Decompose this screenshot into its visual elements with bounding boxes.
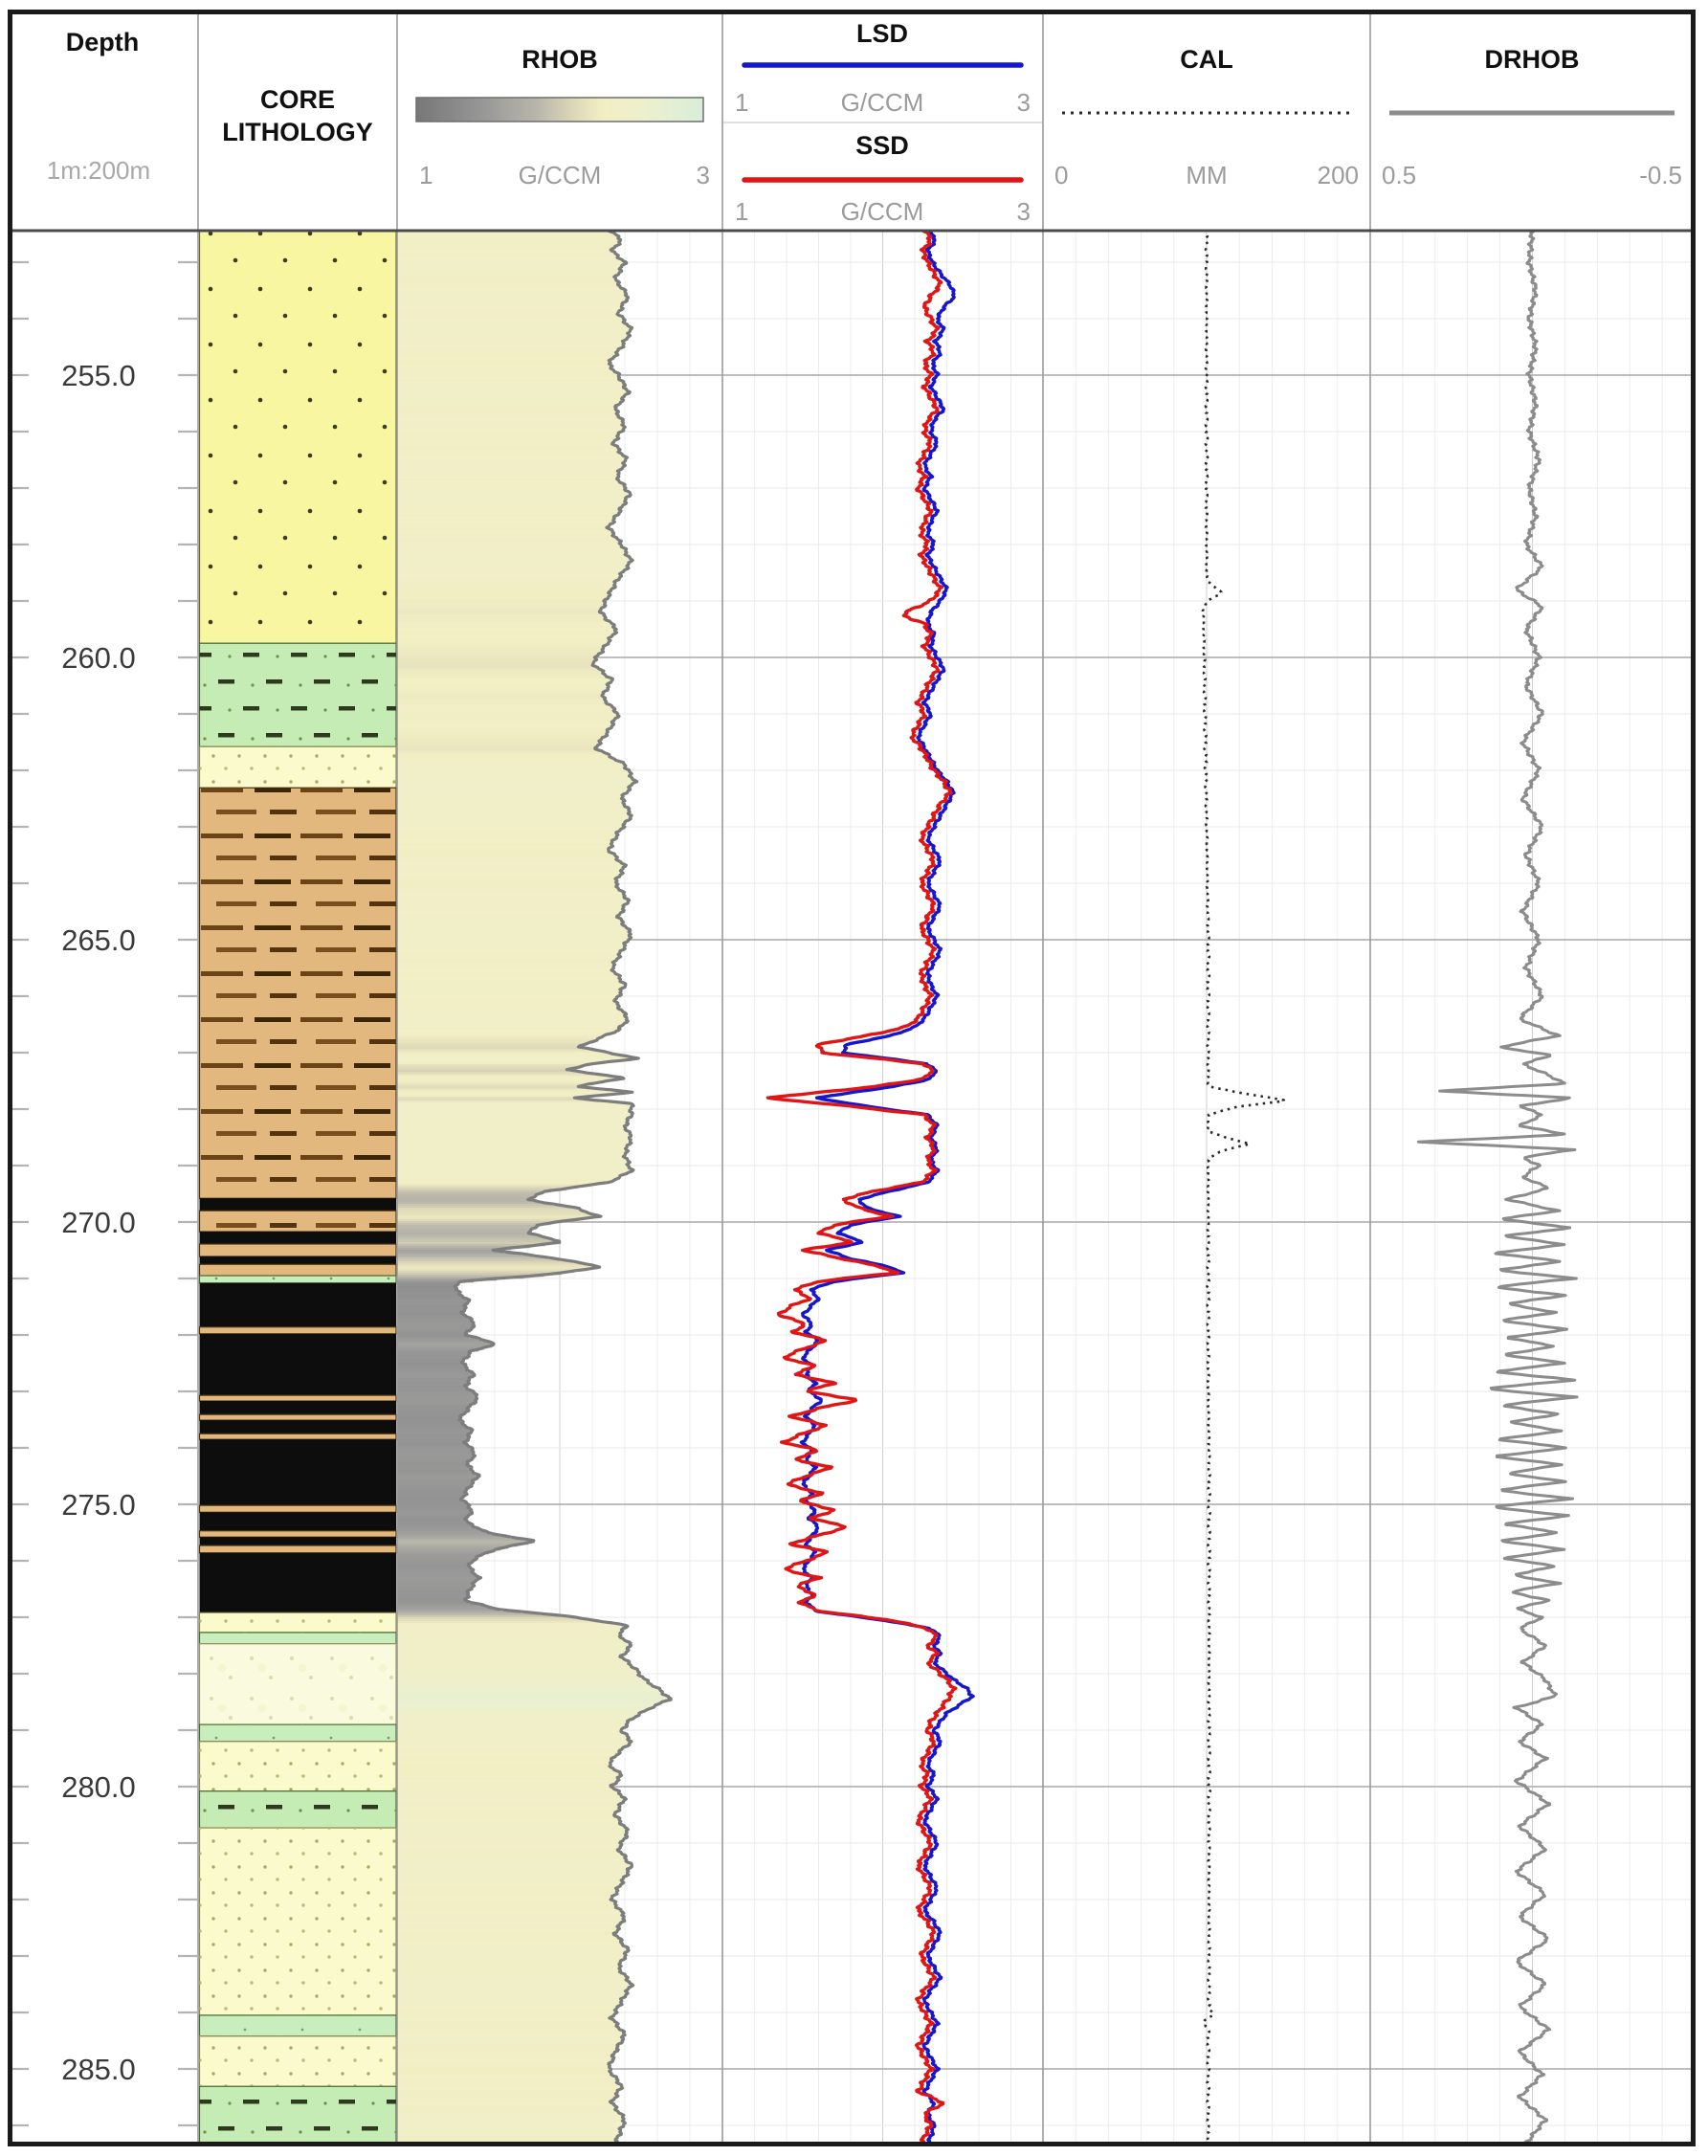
svg-text:265.0: 265.0	[61, 923, 136, 957]
lithology-track-title-line1: CORE	[260, 85, 335, 114]
ssd-track-title: SSD	[855, 131, 909, 160]
drhob-scale-max: -0.5	[1639, 161, 1682, 189]
rhob-track-title: RHOB	[521, 45, 598, 74]
svg-text:255.0: 255.0	[61, 359, 136, 392]
lsd-scale-min: 1	[735, 88, 748, 117]
ssd-scale-min: 1	[735, 197, 748, 226]
rhob-scale-units: G/CCM	[519, 161, 602, 189]
depth-scale-note: 1m:200m	[47, 156, 150, 185]
cal-scale-max: 200	[1318, 161, 1359, 189]
ssd-scale-units: G/CCM	[841, 197, 924, 226]
rhob-scale-max: 3	[697, 161, 710, 189]
svg-text:270.0: 270.0	[61, 1206, 136, 1239]
rhob-scale-min: 1	[419, 161, 433, 189]
svg-text:280.0: 280.0	[61, 1770, 136, 1804]
lithology-track-title-line2: LITHOLOGY	[222, 118, 373, 146]
depth-ticks-and-labels: 255.0 260.0 265.0 270.0 275.0 280.0 285.0	[10, 260, 197, 2127]
cal-scale-min: 0	[1054, 161, 1068, 189]
rhob-colormap-fill	[397, 232, 672, 2144]
svg-text:275.0: 275.0	[61, 1488, 136, 1522]
lsd-scale-units: G/CCM	[841, 88, 924, 117]
lsd-scale-max: 3	[1017, 88, 1031, 117]
cal-scale-units: MM	[1186, 161, 1227, 189]
ssd-scale-max: 3	[1017, 197, 1031, 226]
drhob-track-title: DRHOB	[1485, 45, 1580, 74]
column-dividers	[197, 13, 1371, 2143]
rhob-colormap-legend	[415, 97, 704, 122]
svg-text:260.0: 260.0	[61, 641, 136, 675]
depth-track-title: Depth	[66, 28, 140, 56]
svg-text:285.0: 285.0	[61, 2053, 136, 2086]
outer-border	[8, 10, 1696, 2146]
lithology-column	[198, 232, 397, 2144]
lsd-track-title: LSD	[856, 19, 908, 48]
drhob-scale-min: 0.5	[1382, 161, 1416, 189]
log-curves	[453, 232, 1579, 2144]
cal-track-title: CAL	[1180, 45, 1233, 74]
